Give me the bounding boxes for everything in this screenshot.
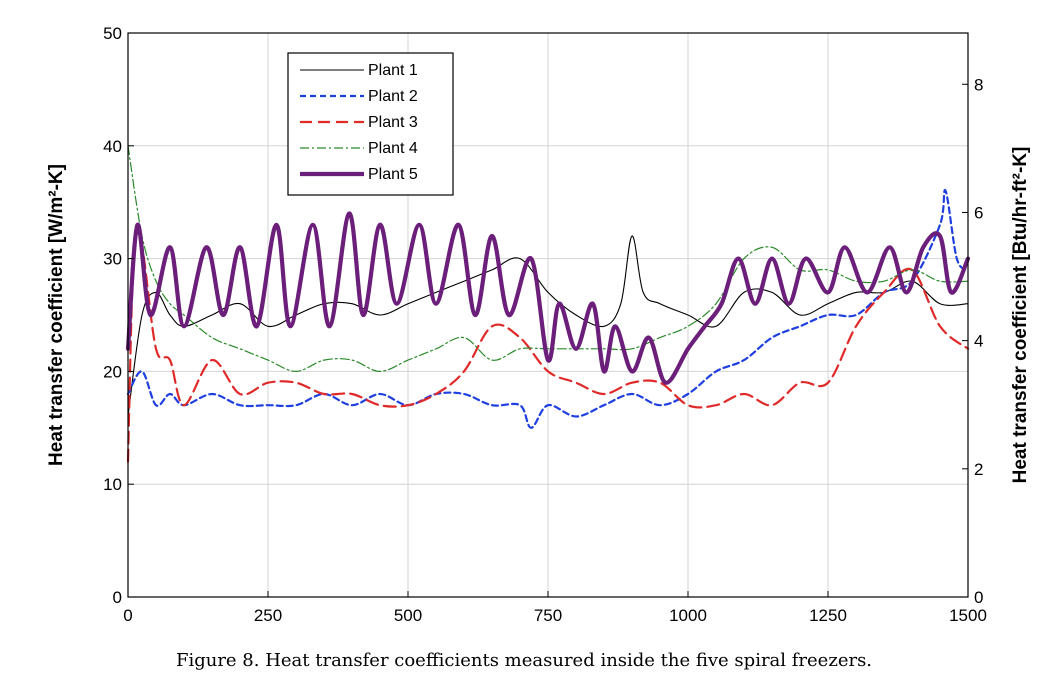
x-tick-label: 1000 [669, 606, 707, 625]
y-tick-label: 0 [113, 588, 122, 607]
legend-box [287, 52, 454, 196]
y-tick-label: 10 [103, 475, 122, 494]
legend: Plant 1 Plant 2 Plant 3 Plant 4 Plant 5 [287, 52, 454, 196]
series-line-plant-5 [125, 211, 971, 385]
y-tick-label: 20 [103, 362, 122, 381]
x-tick-label: 250 [254, 606, 282, 625]
legend-label: Plant 2 [368, 88, 418, 105]
y-axis-title-left: Heat transfer coefficient [W/m²-K] [46, 164, 67, 466]
legend-label: Plant 4 [368, 140, 418, 157]
y-axis-title-right: Heat transfer coefficient [Btu/hr-ft²-K] [1010, 147, 1031, 484]
x-tick-label: 0 [123, 606, 132, 625]
series-line-plant-2 [126, 189, 970, 429]
x-tick-label: 500 [394, 606, 422, 625]
y-tick-label: 30 [103, 250, 122, 269]
legend-label: Plant 3 [368, 114, 418, 131]
y-right-tick-label: 8 [974, 75, 983, 94]
y-right-tick-label: 0 [974, 588, 983, 607]
series-line-plant-4 [127, 145, 969, 372]
y-right-tick-label: 4 [974, 332, 983, 351]
series-line-plant-3 [126, 232, 970, 463]
figure-caption: Figure 8. Heat transfer coefficients mea… [175, 650, 873, 671]
x-tick-label: 1250 [809, 606, 847, 625]
legend-label: Plant 5 [368, 166, 418, 183]
x-tick-label: 750 [534, 606, 562, 625]
y-tick-label: 50 [103, 24, 122, 43]
y-right-tick-label: 2 [974, 460, 983, 479]
y-right-tick-label: 6 [974, 203, 983, 222]
series-line-plant-1 [127, 235, 969, 418]
x-tick-label: 1500 [949, 606, 987, 625]
y-tick-label: 40 [103, 137, 122, 156]
series-layer [125, 145, 971, 463]
legend-label: Plant 1 [368, 62, 418, 79]
